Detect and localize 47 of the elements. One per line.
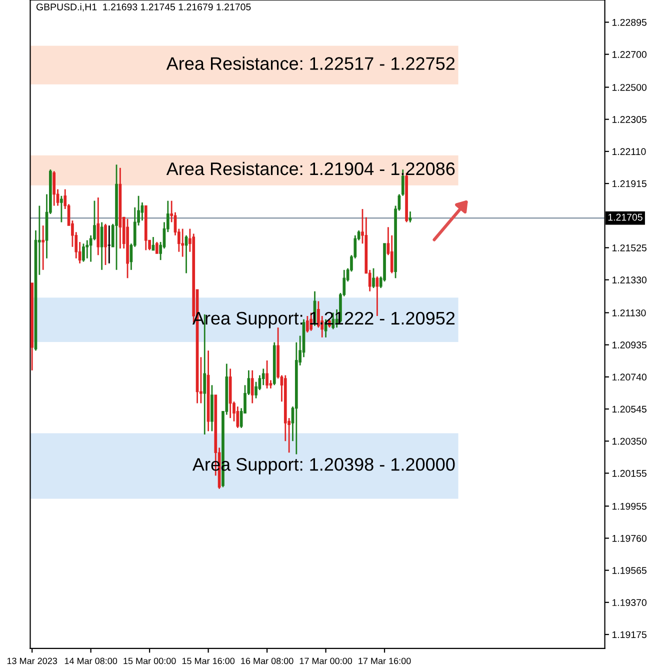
y-tick-label: 1.22110 [612,148,646,156]
candlestick [96,196,100,256]
candlestick [100,222,104,271]
candlestick [86,240,89,260]
x-tick-label: 13 Mar 2023 [7,658,58,664]
y-tick-label: 1.20155 [612,470,646,477]
y-tick-label: 1.20935 [612,342,646,348]
x-tick-label: 16 Mar 08:00 [241,658,294,664]
candlestick [408,210,412,224]
y-tick-label: 1.21130 [612,309,646,316]
y-tick-label: 1.21915 [612,180,646,188]
band-label: Area Resistance: 1.21904 - 1.22086 [166,162,455,176]
band-label: Area Resistance: 1.22517 - 1.22752 [166,56,455,70]
candlestick [155,241,158,254]
chart-title: GBPUSD.i,H1 1.21693 1.21745 1.21679 1.21705 [36,3,251,12]
candlestick [266,360,268,390]
y-tick-label: 1.19565 [612,567,646,574]
y-tick-label: 1.19760 [612,534,647,542]
y-tick-label: 1.20740 [612,374,647,381]
y-tick-label: 1.20350 [612,438,647,445]
x-tick-label: 17 Mar 00:00 [300,658,352,664]
x-tick-label: 17 Mar 16:00 [358,658,411,664]
y-tick-label: 1.20545 [612,406,646,413]
candlestick [250,370,254,404]
candlestick [181,228,184,258]
candlestick [372,268,375,289]
ref-line-label: 1.21705 [608,214,642,221]
candlestick [42,224,45,271]
candlestick [104,223,107,266]
candlestick [236,406,240,429]
candlestick [52,170,56,206]
candlestick [60,195,63,223]
y-tick-label: 1.22700 [612,51,647,58]
x-tick-label: 15 Mar 16:00 [182,658,235,664]
y-tick-label: 1.22305 [612,116,646,123]
y-tick-label: 1.21330 [612,276,647,284]
y-tick-label: 1.21525 [612,244,646,252]
y-tick-label: 1.19370 [612,599,647,606]
y-tick-label: 1.22895 [612,18,646,26]
candlestick [376,276,379,317]
candlestick [262,368,265,386]
y-tick-label: 1.19175 [612,631,646,638]
x-tick-label: 15 Mar 00:00 [124,658,176,664]
candlestick [82,242,85,262]
x-tick-label: 14 Mar 08:00 [64,658,118,664]
y-tick-label: 1.19955 [612,502,646,510]
y-tick-label: 1.22500 [612,84,647,91]
